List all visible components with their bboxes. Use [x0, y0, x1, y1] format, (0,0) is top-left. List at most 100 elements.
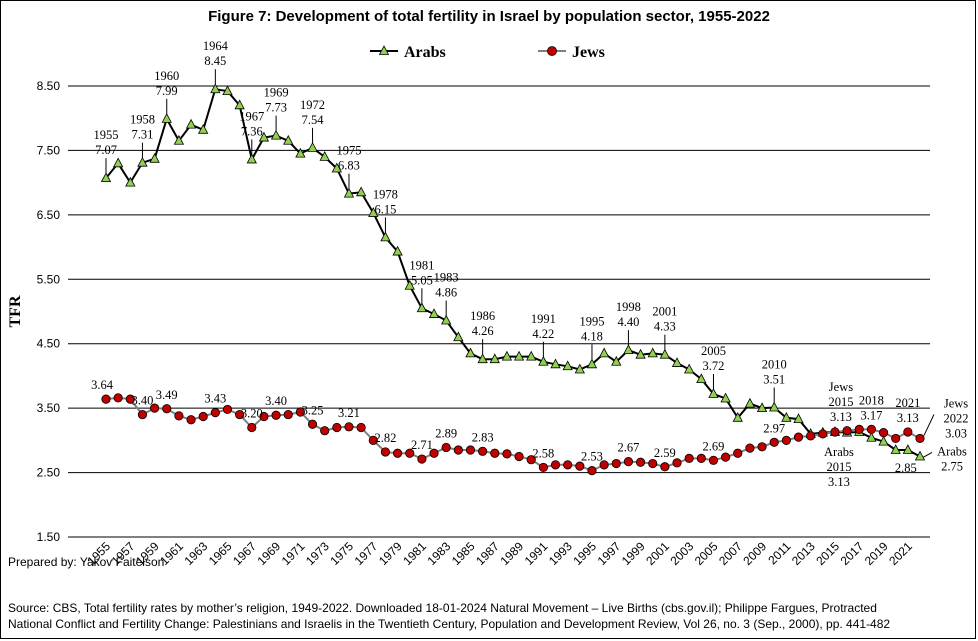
legend-jews-marker — [547, 46, 557, 56]
arabs-point — [428, 308, 440, 318]
jews-annotation: 2.58 — [532, 446, 554, 460]
arabs-point — [258, 131, 270, 142]
jews-point — [490, 448, 500, 458]
x-tick-label: 1981 — [400, 539, 429, 568]
jews-point — [623, 457, 634, 467]
jews-annotation: 2.97 — [763, 421, 785, 435]
jews-annotation: 2018 3.17 — [859, 393, 884, 422]
arabs-point — [125, 176, 136, 187]
jews-point — [125, 394, 135, 404]
x-tick-label: 1965 — [206, 539, 235, 568]
jews-point — [818, 429, 828, 439]
arabs-point — [550, 358, 561, 369]
arabs-annotation: 1958 7.31 — [130, 113, 155, 142]
arabs-annotation: 2001 4.33 — [652, 305, 677, 334]
arabs-point — [647, 347, 658, 358]
jews-point — [392, 448, 403, 458]
x-tick-label: 1963 — [182, 539, 211, 568]
jews-point — [575, 461, 585, 471]
arabs-annotation: 1978 6.15 — [373, 187, 398, 216]
x-tick-label: 2001 — [643, 539, 672, 568]
arabs-point — [866, 431, 877, 442]
source-line-2: National Conflict and Fertility Change: … — [8, 617, 891, 631]
jews-point — [538, 462, 548, 473]
arabs-point — [173, 134, 185, 145]
arabs-point — [441, 314, 452, 325]
leader-line — [923, 414, 935, 436]
arabs-annotation: 1960 7.99 — [154, 69, 179, 98]
arabs-point — [696, 373, 707, 384]
arabs-point — [671, 357, 683, 367]
x-tick-label: 1967 — [230, 539, 259, 568]
arabs-point — [100, 172, 112, 183]
arabs-point — [720, 392, 731, 403]
jews-point — [210, 408, 220, 418]
jews-point — [247, 422, 257, 433]
jews-annotation: 3.64 — [91, 378, 114, 392]
y-tick-label: 8.50 — [37, 79, 61, 93]
x-tick-label: 2009 — [740, 539, 769, 568]
jews-point — [672, 458, 682, 468]
arabs-point — [198, 123, 209, 134]
jews-point — [745, 443, 755, 453]
legend-jews-label: Jews — [572, 44, 605, 61]
x-tick-label: 1993 — [546, 539, 575, 568]
arabs-point — [149, 152, 160, 163]
jews-point — [648, 458, 658, 469]
arabs-annotation: 1969 7.73 — [264, 86, 289, 115]
x-tick-label: 1985 — [449, 539, 478, 568]
arabs-point — [902, 444, 914, 454]
x-tick-label: 1979 — [376, 539, 405, 568]
jews-point — [186, 415, 196, 425]
y-tick-label: 5.50 — [37, 272, 61, 286]
x-tick-label: 2021 — [886, 539, 915, 568]
arabs-point — [404, 279, 415, 290]
arabs-point — [453, 331, 464, 342]
x-tick-label: 1977 — [352, 539, 381, 568]
jews-point — [441, 442, 451, 453]
legend-arabs-label: Arabs — [404, 44, 446, 61]
arabs-annotation: 2005 3.72 — [701, 344, 726, 373]
jews-annotation: 3.25 — [302, 403, 324, 417]
arabs-point — [744, 397, 756, 408]
jews-point — [733, 448, 743, 458]
arabs-annotation: 1995 4.18 — [579, 314, 604, 343]
jews-point — [550, 460, 561, 470]
jews-point — [769, 437, 779, 447]
axes: 1.502.503.504.505.506.507.508.50TFR19551… — [7, 79, 915, 568]
jews-annotation: 3.40 — [132, 394, 154, 408]
arabs-point — [283, 134, 294, 145]
x-tick-label: 1973 — [303, 539, 332, 568]
jews-point — [563, 460, 573, 470]
jews-point — [235, 409, 245, 420]
jews-point — [417, 454, 427, 464]
jews-annotation: 3.43 — [204, 392, 226, 406]
arabs-annotation: 1967 7.36 — [239, 109, 264, 138]
jews-point — [806, 431, 816, 441]
jews-point — [526, 455, 536, 465]
jews-point — [113, 393, 123, 403]
jews-point — [295, 407, 305, 417]
arabs-point — [489, 353, 500, 364]
jews-point — [502, 449, 512, 459]
arabs-point — [270, 129, 282, 140]
arabs-point — [756, 402, 768, 413]
x-tick-label: 1995 — [570, 539, 599, 568]
jews-annotation: Jews 2015 3.13 — [828, 380, 853, 424]
y-tick-label: 3.50 — [37, 401, 61, 415]
arabs-point — [368, 207, 379, 217]
arabs-point — [562, 360, 573, 371]
x-tick-label: 1983 — [425, 539, 454, 568]
x-tick-label: 1989 — [497, 539, 526, 568]
arabs-annotation: 2.85 — [895, 461, 917, 475]
jews-point — [478, 446, 488, 456]
arabs-point — [890, 444, 901, 454]
arabs-point — [343, 187, 355, 198]
jews-point — [356, 422, 366, 433]
y-tick-label: 4.50 — [37, 337, 61, 351]
arabs-point — [234, 99, 245, 110]
y-tick-label: 2.50 — [37, 466, 61, 480]
arabs-point — [598, 347, 610, 358]
arabs-point — [611, 355, 622, 366]
arabs-annotation: 1981 5.05 — [409, 258, 434, 287]
